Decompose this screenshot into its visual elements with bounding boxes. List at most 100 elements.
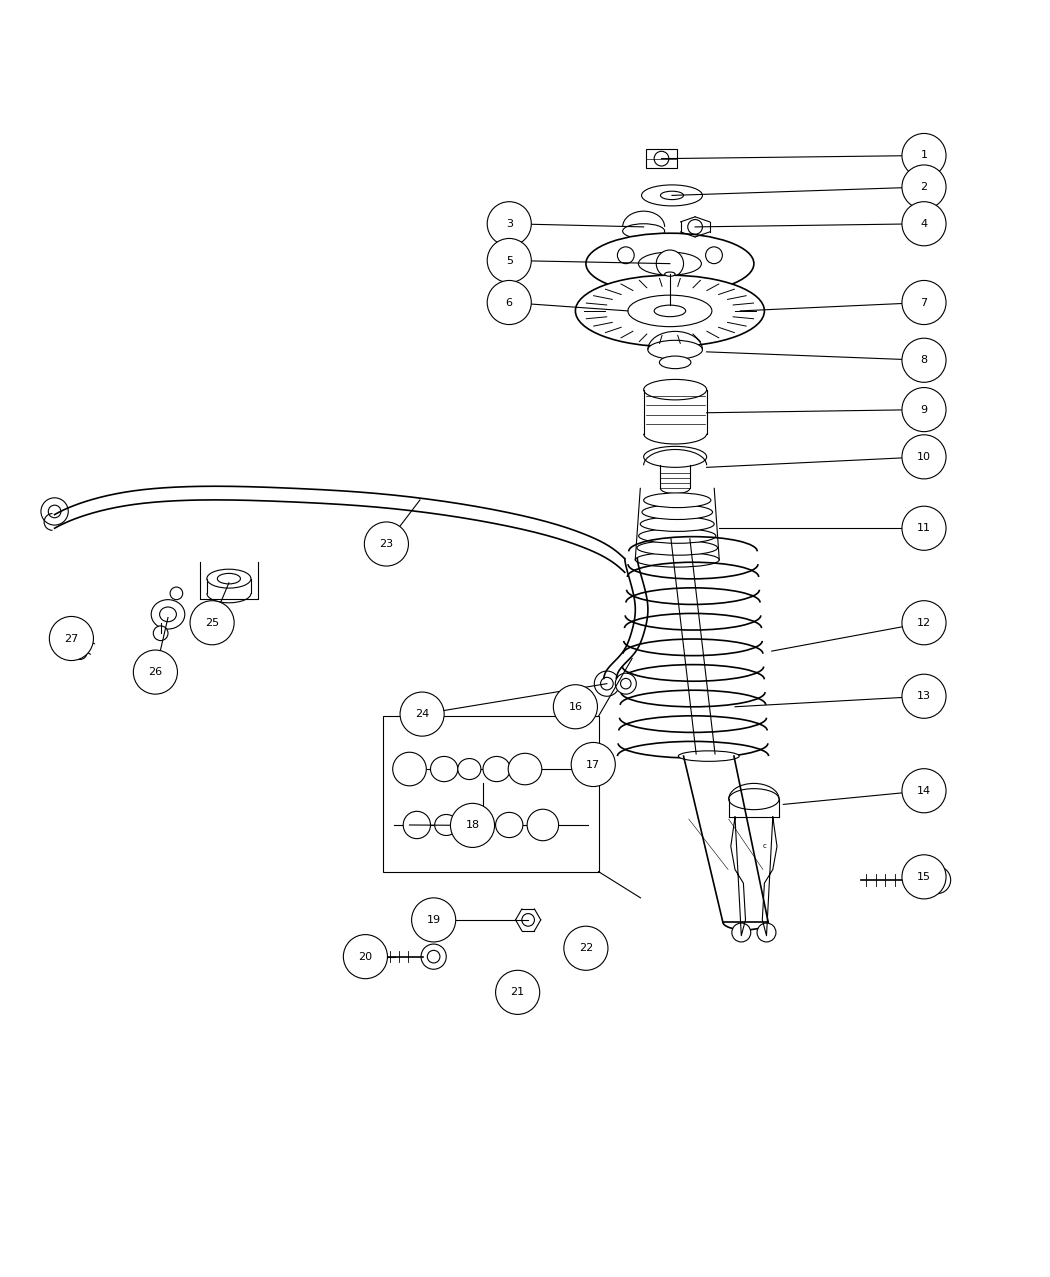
FancyBboxPatch shape — [646, 149, 677, 169]
Circle shape — [594, 670, 620, 696]
Circle shape — [902, 434, 946, 479]
Circle shape — [565, 696, 586, 718]
Circle shape — [706, 246, 722, 263]
Circle shape — [571, 742, 615, 787]
Circle shape — [902, 600, 946, 645]
Text: 14: 14 — [917, 785, 931, 796]
Text: 27: 27 — [64, 633, 79, 644]
Circle shape — [757, 923, 776, 942]
Text: 1: 1 — [921, 151, 927, 161]
Text: 19: 19 — [426, 914, 441, 925]
Circle shape — [400, 692, 444, 736]
Ellipse shape — [527, 810, 559, 840]
Text: 24: 24 — [415, 709, 429, 719]
Ellipse shape — [160, 607, 176, 622]
Circle shape — [48, 506, 61, 517]
Text: 21: 21 — [510, 987, 525, 997]
Text: 3: 3 — [506, 218, 512, 229]
Circle shape — [487, 202, 531, 245]
Ellipse shape — [648, 340, 702, 359]
Circle shape — [75, 633, 89, 647]
Circle shape — [364, 522, 408, 566]
Ellipse shape — [496, 812, 523, 838]
Text: 22: 22 — [579, 944, 593, 953]
Circle shape — [572, 942, 593, 964]
Circle shape — [133, 650, 177, 695]
Circle shape — [902, 281, 946, 324]
Circle shape — [49, 617, 93, 660]
Ellipse shape — [403, 811, 430, 839]
Ellipse shape — [508, 753, 542, 785]
Ellipse shape — [640, 517, 714, 531]
Ellipse shape — [623, 223, 665, 239]
Ellipse shape — [575, 276, 764, 346]
Text: 17: 17 — [586, 760, 601, 770]
Circle shape — [902, 506, 946, 550]
Circle shape — [343, 935, 387, 978]
Ellipse shape — [483, 756, 510, 782]
Ellipse shape — [151, 600, 185, 630]
Text: 12: 12 — [917, 618, 931, 628]
Text: 25: 25 — [205, 618, 219, 628]
Circle shape — [732, 923, 751, 942]
Circle shape — [902, 769, 946, 812]
Circle shape — [421, 944, 446, 969]
Circle shape — [615, 673, 636, 695]
Circle shape — [902, 134, 946, 178]
Ellipse shape — [665, 272, 675, 276]
Ellipse shape — [638, 252, 701, 276]
Text: 16: 16 — [568, 702, 583, 711]
Text: 6: 6 — [506, 298, 512, 308]
Ellipse shape — [678, 751, 739, 761]
Circle shape — [930, 873, 943, 886]
Circle shape — [487, 281, 531, 324]
Text: 26: 26 — [148, 667, 163, 677]
Circle shape — [654, 151, 669, 166]
Circle shape — [522, 913, 534, 926]
Ellipse shape — [654, 305, 686, 317]
Ellipse shape — [458, 759, 481, 779]
Circle shape — [153, 626, 168, 641]
Ellipse shape — [642, 185, 702, 206]
Ellipse shape — [644, 379, 707, 400]
Ellipse shape — [466, 815, 489, 835]
Text: 8: 8 — [921, 355, 927, 365]
Circle shape — [512, 987, 523, 997]
Circle shape — [923, 866, 950, 894]
Circle shape — [601, 677, 613, 690]
Text: 18: 18 — [465, 820, 480, 830]
Text: 23: 23 — [379, 539, 394, 549]
Ellipse shape — [635, 553, 719, 567]
Ellipse shape — [638, 529, 716, 543]
Ellipse shape — [644, 447, 707, 467]
Circle shape — [902, 202, 946, 245]
Ellipse shape — [430, 756, 458, 782]
Text: c: c — [762, 844, 766, 849]
Ellipse shape — [628, 295, 712, 327]
Circle shape — [450, 803, 495, 848]
Ellipse shape — [729, 789, 779, 810]
Text: 4: 4 — [921, 218, 927, 229]
Circle shape — [72, 645, 87, 659]
Circle shape — [427, 950, 440, 963]
Circle shape — [41, 498, 68, 525]
Circle shape — [617, 246, 634, 263]
Circle shape — [570, 701, 581, 713]
Circle shape — [902, 854, 946, 899]
Text: 10: 10 — [917, 452, 931, 462]
Ellipse shape — [393, 752, 426, 785]
Circle shape — [190, 600, 234, 645]
Circle shape — [902, 338, 946, 382]
Ellipse shape — [586, 234, 754, 294]
Ellipse shape — [435, 815, 458, 835]
Circle shape — [487, 239, 531, 282]
Circle shape — [902, 674, 946, 718]
Text: 9: 9 — [921, 405, 927, 415]
Circle shape — [564, 926, 608, 971]
Circle shape — [412, 898, 456, 942]
Text: 15: 15 — [917, 872, 931, 882]
Ellipse shape — [637, 540, 717, 555]
Text: 5: 5 — [506, 255, 512, 266]
Circle shape — [902, 165, 946, 209]
Ellipse shape — [659, 356, 691, 369]
